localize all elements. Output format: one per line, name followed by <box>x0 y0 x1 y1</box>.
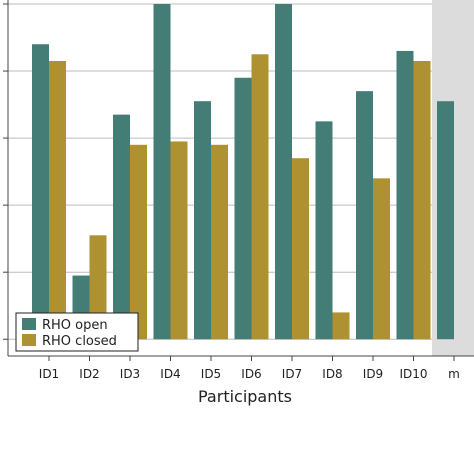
bar-rho-closed-id4 <box>170 141 188 340</box>
legend-label-rho-open: RHO open <box>42 318 108 333</box>
x-tick-label-m: m <box>448 367 460 381</box>
x-tick-label-id4: ID4 <box>160 367 180 381</box>
bar-rho-open-id8 <box>315 121 333 340</box>
legend-label-rho-closed: RHO closed <box>42 334 117 349</box>
x-tick-label-id3: ID3 <box>120 367 140 381</box>
bar-rho-open-id9 <box>356 91 373 340</box>
bar-rho-closed-id10 <box>413 60 431 340</box>
bar-rho-open-id4 <box>153 4 171 340</box>
legend: RHO open RHO closed <box>15 312 139 352</box>
x-axis-title: Participants <box>198 387 292 406</box>
x-tick-label-id10: ID10 <box>399 367 427 381</box>
bar-rho-closed-id3 <box>130 144 147 340</box>
bar-rho-open-id3 <box>113 114 130 340</box>
x-tick-label-id5: ID5 <box>201 367 221 381</box>
legend-swatch-rho-closed <box>22 334 36 346</box>
x-tick-label-id8: ID8 <box>322 367 342 381</box>
bar-rho-closed-id9 <box>373 178 390 340</box>
x-tick-label-id1: ID1 <box>39 367 59 381</box>
bar-rho-closed-id7 <box>292 158 309 340</box>
bar-rho-open-id1 <box>32 44 49 340</box>
bar-rho-open-id7 <box>275 4 292 340</box>
x-tick-label-id9: ID9 <box>363 367 383 381</box>
bar-rho-open-id5 <box>194 101 211 340</box>
x-tick-label-id2: ID2 <box>79 367 99 381</box>
legend-box <box>15 312 139 352</box>
x-tick-label-id7: ID7 <box>282 367 302 381</box>
bar-rho-closed-id8 <box>332 312 350 340</box>
x-tick-labels: ID1 ID2 ID3 ID4 ID5 ID6 ID7 ID8 ID9 ID10 m <box>39 356 460 381</box>
bar-rho-open-id6 <box>234 77 252 340</box>
bar-rho-open-m <box>437 101 454 340</box>
bars <box>32 4 454 340</box>
bar-rho-closed-id1 <box>49 60 66 340</box>
bar-rho-closed-id6 <box>251 54 269 340</box>
x-tick-label-id6: ID6 <box>241 367 261 381</box>
legend-swatch-rho-open <box>22 318 36 330</box>
bar-rho-closed-id5 <box>211 144 228 340</box>
bar-rho-open-id10 <box>396 50 414 340</box>
